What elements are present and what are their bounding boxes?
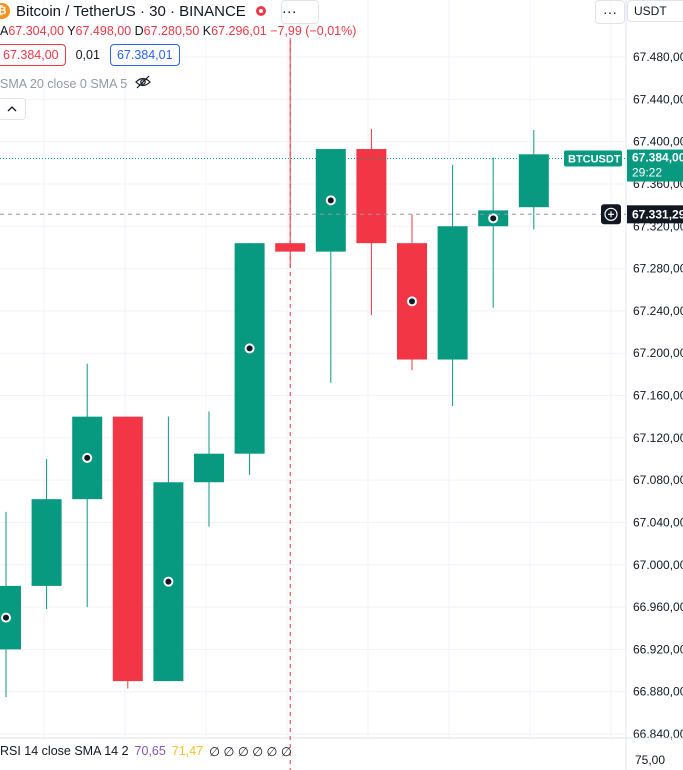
currency-selector[interactable]: USDT: [627, 0, 683, 22]
spread-value: 0,01: [75, 48, 100, 62]
y-tick-label: 66.880,00: [633, 685, 683, 699]
plus-icon: [604, 207, 618, 221]
more-options-icon[interactable]: ···: [281, 2, 297, 20]
chart-more-button[interactable]: ···: [595, 0, 625, 24]
candle-body[interactable]: [518, 154, 549, 208]
candle-marker-center: [246, 345, 253, 352]
y-tick-label: 67.240,00: [633, 304, 683, 318]
candle-body[interactable]: [437, 226, 468, 360]
candle-body[interactable]: [112, 416, 143, 682]
rsi-value: 70,65: [134, 744, 166, 758]
symbol-tag-label: BTCUSDT: [568, 154, 621, 166]
candle-marker-center: [490, 215, 497, 222]
candle-body[interactable]: [194, 453, 224, 483]
rsi-sma-value: 71,47: [171, 744, 204, 758]
candle-body[interactable]: [356, 149, 387, 244]
buy-button[interactable]: 67.384,01: [109, 44, 180, 66]
low-label: D: [134, 24, 144, 38]
open-label: A: [0, 24, 9, 38]
symbol-tag: [564, 150, 622, 167]
symbol-header[interactable]: ₿ Bitcoin / TetherUS · 30 · BINANCE ···: [0, 0, 297, 22]
symbol-title[interactable]: Bitcoin / TetherUS · 30 · BINANCE: [16, 2, 246, 20]
y-tick-label: 67.480,00: [633, 50, 683, 64]
candle-body[interactable]: [31, 499, 62, 586]
last-price-label: [627, 149, 683, 182]
chevron-up-icon: [7, 106, 17, 112]
y-tick-label: 66.840,00: [633, 727, 683, 741]
ohlc-values: A67.304,00 Y67.498,00 D67.280,50 K67.296…: [0, 24, 356, 38]
high-label: Y: [67, 24, 76, 38]
trade-row: 67.384,00 0,01 67.384,01: [0, 44, 180, 66]
y-tick-label: 67.000,00: [633, 558, 683, 572]
open-value: 67.304,00: [8, 24, 64, 38]
close-value: 67.296,01: [211, 24, 267, 38]
y-tick-label: 67.440,00: [633, 92, 683, 106]
y-tick-label: 66.960,00: [633, 600, 683, 614]
collapse-legend-button[interactable]: [0, 98, 26, 120]
rsi-extra-values: ∅ ∅ ∅ ∅ ∅ ∅: [209, 745, 292, 759]
y-tick-label: 67.080,00: [633, 473, 683, 487]
hide-eye-icon[interactable]: [135, 75, 152, 92]
candle-body[interactable]: [275, 243, 306, 252]
last-price-value: 67.384,00: [632, 151, 683, 165]
market-status-icon[interactable]: [255, 6, 266, 16]
candle-marker-center: [327, 197, 334, 204]
rsi-axis-level: 75,00: [635, 753, 666, 767]
y-tick-label: 67.040,00: [633, 515, 683, 529]
candle-marker-center: [409, 298, 415, 305]
bitcoin-logo-icon: ₿: [0, 3, 10, 19]
sma-indicator-legend[interactable]: SMA 20 close 0 SMA 5: [0, 75, 152, 92]
countdown-value: 29:22: [632, 166, 662, 180]
y-tick-label: 66.920,00: [633, 642, 683, 656]
y-tick-label: 67.280,00: [633, 262, 683, 276]
close-label: K: [202, 24, 212, 38]
rsi-label[interactable]: RSI 14 close SMA 14 2: [0, 744, 129, 758]
header-options-button[interactable]: [281, 0, 319, 24]
change-value: −7,99 (−0,01%): [270, 24, 357, 38]
high-value: 67.498,00: [75, 24, 132, 38]
y-tick-label: 67.160,00: [633, 389, 683, 403]
low-value: 67.280,50: [143, 24, 200, 38]
candle-marker-center: [165, 578, 172, 585]
candle-marker-center: [3, 614, 9, 621]
sell-button[interactable]: 67.384,00: [0, 44, 66, 66]
crosshair-price-value: 67.331,29: [632, 207, 683, 221]
y-tick-label: 67.120,00: [633, 431, 683, 445]
sma-indicator-label[interactable]: SMA 20 close 0 SMA 5: [0, 76, 128, 91]
y-tick-label: 67.200,00: [633, 346, 683, 360]
rsi-indicator-legend[interactable]: RSI 14 close SMA 14 2 70,65 71,47 ∅ ∅ ∅ …: [0, 744, 292, 759]
candle-marker-center: [84, 454, 91, 461]
y-tick-label: 67.400,00: [633, 135, 683, 149]
crosshair-price-label: [627, 205, 683, 224]
